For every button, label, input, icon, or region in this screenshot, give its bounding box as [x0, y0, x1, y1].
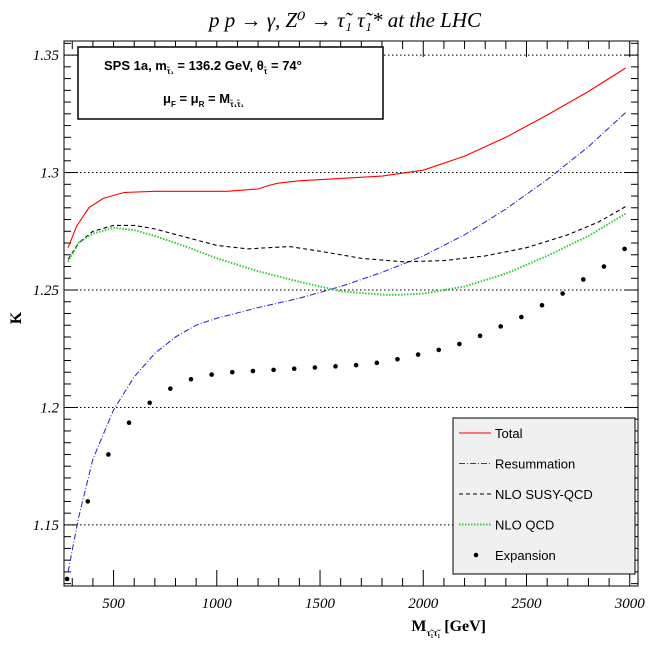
y-tick-label: 1.35: [33, 48, 60, 64]
data-point: [333, 364, 338, 369]
legend-item: Expansion: [473, 548, 556, 563]
y-tick-label: 1.3: [40, 166, 59, 182]
legend-frame: [452, 417, 636, 575]
data-point: [395, 357, 400, 362]
data-point: [539, 302, 545, 308]
data-point: [436, 347, 442, 353]
series-layer: [64, 67, 627, 582]
legend-label: NLO SUSY-QCD: [495, 487, 593, 502]
data-point: [601, 264, 607, 269]
x-axis-label: Mτ̃₁τ̃₁ [GeV]: [411, 618, 486, 638]
x-tick-label: 1000: [202, 596, 233, 612]
legend: Total Resummation NLO SUSY-QCD NLO QCD Expan…: [452, 417, 636, 575]
data-point: [106, 452, 111, 457]
data-point: [126, 420, 132, 426]
data-point: [498, 324, 503, 329]
legend-marker: [473, 552, 479, 558]
info-box-line-1: SPS 1a, mτ̃₁ = 136.2 GeV, θτ̃ = 74°: [104, 58, 302, 76]
y-tick-label: 1.2: [40, 400, 59, 416]
data-point: [622, 246, 627, 252]
data-point: [580, 277, 586, 282]
data-point: [168, 386, 173, 391]
data-point: [250, 368, 256, 374]
x-tick-label: 2500: [512, 596, 543, 612]
data-point: [271, 367, 276, 373]
data-point: [560, 291, 565, 296]
data-point: [229, 369, 235, 375]
data-point: [477, 333, 483, 339]
x-tick-label: 3000: [614, 596, 646, 612]
data-point: [519, 314, 524, 320]
x-tick-label: 500: [102, 596, 125, 612]
data-point: [457, 341, 462, 347]
x-tick-label: 1500: [305, 596, 336, 612]
info-box-frame: [77, 46, 384, 120]
series-line-resummation: [67, 112, 626, 573]
data-point: [64, 576, 70, 582]
legend-item: NLO QCD: [459, 518, 554, 533]
series-line-nlo-qcd: [67, 212, 627, 296]
y-axis-label: K: [8, 311, 25, 324]
legend-label: Resummation: [495, 457, 575, 472]
data-point: [188, 376, 194, 382]
legend-label: Total: [495, 426, 523, 441]
y-tick-label: 1.15: [33, 518, 60, 534]
data-point: [291, 366, 297, 372]
x-tick-label: 2000: [408, 596, 439, 612]
legend-item: Resummation: [459, 457, 575, 472]
legend-label: Expansion: [495, 548, 556, 563]
series-line-nlo-susy-qcd: [67, 206, 626, 263]
info-box-line-2: μF = μR = Mτ̃₁τ̃₁: [163, 91, 245, 109]
y-tick-label: 1.25: [33, 283, 60, 299]
data-point: [415, 352, 421, 357]
legend-item: NLO SUSY-QCD: [459, 487, 593, 502]
data-point: [147, 400, 152, 406]
data-point: [209, 372, 214, 377]
info-box: SPS 1a, mτ̃₁ = 136.2 GeV, θτ̃ = 74° μF =…: [77, 46, 384, 120]
data-point: [353, 362, 359, 368]
series-expansion: [64, 246, 627, 582]
data-point: [312, 365, 318, 370]
chart-title: p p → γ, Z⁰ → τ̃₁ τ̃₁* at the LHC: [207, 8, 482, 32]
tick-labels: 1.15 1.2 1.25 1.3 1.35 500 1000 1500 2000 2500 300…: [33, 48, 645, 612]
data-point: [374, 360, 380, 366]
legend-item: Total: [459, 426, 523, 441]
data-point: [85, 499, 91, 504]
legend-label: NLO QCD: [495, 518, 554, 533]
series-line-total: [67, 67, 626, 248]
